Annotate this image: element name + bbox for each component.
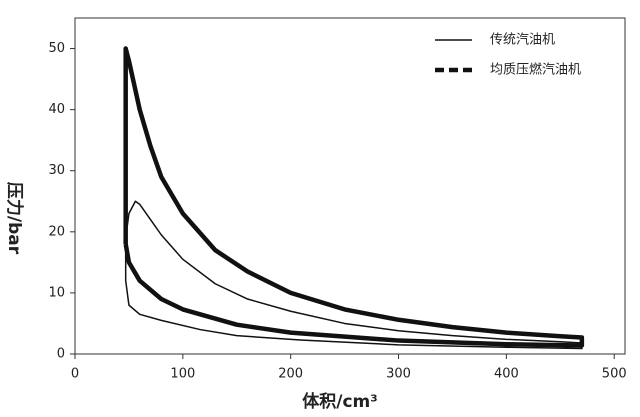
- y-tick-label: 0: [57, 347, 65, 362]
- x-axis-title: 体积/cm³: [302, 391, 377, 412]
- plot-frame: [74, 17, 626, 355]
- x-tick-label: 400: [494, 367, 519, 382]
- y-tick-label: 10: [48, 285, 65, 300]
- x-tick-label: 100: [170, 367, 195, 382]
- data-line: [124, 200, 583, 350]
- x-tick-label: 0: [71, 367, 79, 382]
- x-tick-label: 300: [386, 367, 411, 382]
- y-axis-title: 压力/bar: [4, 182, 25, 255]
- x-tick-label: 200: [278, 367, 303, 382]
- legend-label: 均质压燃汽油机: [490, 62, 581, 78]
- legend-label: 传统汽油机: [490, 33, 555, 48]
- y-tick-label: 50: [48, 41, 65, 56]
- x-tick-label: 500: [602, 367, 627, 382]
- y-tick-label: 40: [48, 102, 65, 117]
- y-tick-label: 30: [48, 163, 65, 178]
- y-tick-label: 20: [48, 224, 65, 239]
- data-line: [123, 46, 585, 348]
